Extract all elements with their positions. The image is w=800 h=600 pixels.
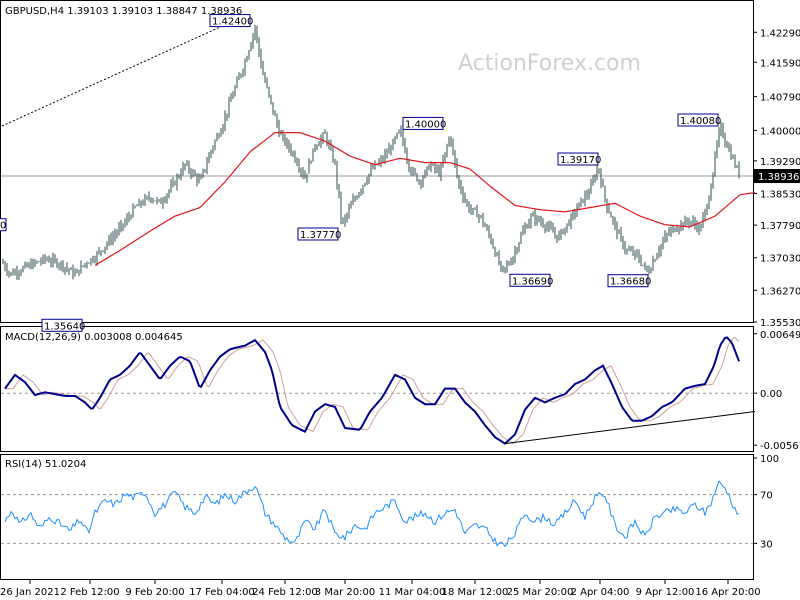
macd-axis-label: 0.00649	[760, 330, 800, 341]
time-axis-label: 24 Feb 12:00	[252, 587, 318, 598]
time-axis-label: 2 Apr 04:00	[571, 587, 630, 598]
price-axis-label: 1.35530	[760, 318, 800, 329]
macd-axis-label: -0.005679	[760, 441, 800, 452]
price-label-box	[607, 274, 649, 288]
edge-label-box	[0, 218, 7, 232]
time-axis-label: 3 Mar 20:00	[315, 587, 375, 598]
price-label-box	[41, 318, 83, 332]
price-label-text: 1.36680	[610, 277, 651, 288]
watermark: ActionForex.com	[458, 51, 641, 76]
price-axis-label: 1.42290	[760, 28, 800, 39]
time-axis-label: 17 Feb 04:00	[189, 587, 255, 598]
current-price-label: 1.38936	[758, 172, 799, 183]
price-label-box	[677, 113, 719, 127]
time-axis-label: 18 Mar 12:00	[442, 587, 509, 598]
price-axis-label: 1.38530	[760, 189, 800, 200]
moving-average-line	[94, 132, 756, 266]
current-price-badge	[754, 169, 800, 184]
price-label-text: 1.40000	[405, 119, 446, 130]
time-axis-label: 11 Mar 04:00	[379, 587, 446, 598]
edge-label-text: 0	[0, 221, 6, 232]
price-label-text: 1.35640	[44, 321, 85, 332]
time-axis-label: 9 Apr 12:00	[636, 587, 695, 598]
price-axis-label: 1.37030	[760, 254, 800, 265]
price-label-box	[297, 227, 339, 241]
price-layer: 1.42400 1.40000 1.39170 1.40080 1.37770 1.366…	[0, 14, 756, 332]
price-label-text: 1.37770	[300, 230, 341, 241]
axis-layer: 1.42290 1.41590 1.40790 1.40000 1.39290 1.385…	[0, 28, 800, 598]
price-label-box	[557, 152, 599, 166]
price-label-box	[209, 14, 251, 28]
price-axis-label: 1.37790	[760, 221, 800, 232]
price-label-box	[509, 273, 551, 287]
rsi-panel-header: RSI(14) 51.0204	[5, 459, 86, 470]
time-axis-label: 16 Apr 20:00	[695, 587, 760, 598]
macd-layer	[1, 336, 756, 445]
rsi-axis-label: 70	[760, 491, 773, 502]
price-axis-label: 1.40790	[760, 93, 800, 104]
time-axis-label: 26 Jan 2021	[0, 587, 60, 598]
macd-trendline	[504, 411, 756, 445]
price-label-box	[402, 116, 444, 130]
price-axis-label: 1.41590	[760, 58, 800, 69]
price-axis-label: 1.36270	[760, 286, 800, 297]
rsi-axis-label: 100	[760, 454, 779, 465]
price-label-text: 1.39170	[560, 155, 601, 166]
price-panel-header: GBPUSD,H4 1.39103 1.39103 1.38847 1.3893…	[5, 6, 242, 17]
price-label-text: 1.36690	[512, 276, 553, 287]
macd-line	[4, 336, 740, 445]
rsi-line	[4, 480, 740, 548]
time-axis-label: 9 Feb 20:00	[125, 587, 184, 598]
macd-panel-frame	[0, 326, 754, 452]
rsi-layer	[1, 480, 753, 548]
price-axis-label: 1.39290	[760, 157, 800, 168]
macd-signal-line	[5, 336, 740, 445]
time-axis-label: 25 Mar 20:00	[507, 587, 574, 598]
time-axis-label: 2 Feb 12:00	[60, 587, 119, 598]
price-panel-frame	[0, 0, 754, 323]
price-label-text: 1.40080	[680, 116, 721, 127]
trend-line-dotted	[1, 17, 241, 127]
macd-panel-header: MACD(12,26,9) 0.003008 0.004645	[5, 332, 183, 343]
price-axis-label: 1.40000	[760, 126, 800, 137]
macd-axis-label: 0.00	[760, 389, 782, 400]
rsi-panel-frame	[0, 454, 754, 580]
price-label-text: 1.42400	[212, 17, 253, 28]
rsi-axis-label: 30	[760, 539, 773, 550]
